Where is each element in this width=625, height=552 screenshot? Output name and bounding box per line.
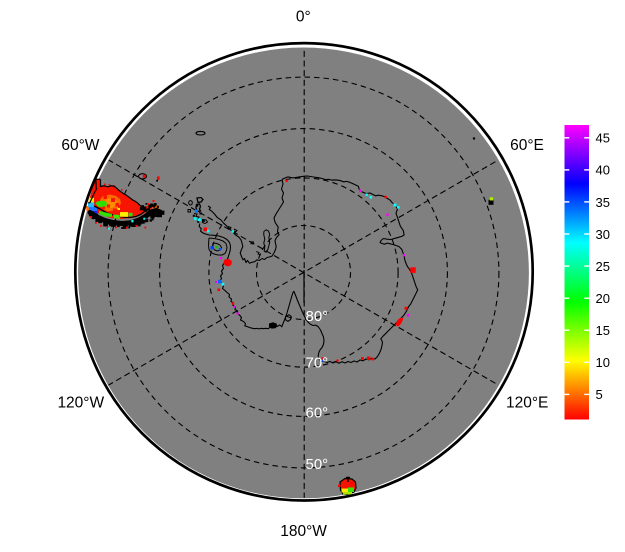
svg-text:20: 20 xyxy=(596,291,610,306)
svg-text:120°E: 120°E xyxy=(506,395,548,412)
svg-text:10: 10 xyxy=(596,355,610,370)
svg-text:35: 35 xyxy=(596,195,610,210)
svg-text:0°: 0° xyxy=(296,9,311,26)
svg-text:60°W: 60°W xyxy=(61,137,99,154)
svg-text:60°: 60° xyxy=(306,405,329,422)
svg-text:60°E: 60°E xyxy=(510,137,544,154)
svg-text:50°: 50° xyxy=(306,456,329,473)
svg-text:80°: 80° xyxy=(306,308,329,325)
svg-text:5: 5 xyxy=(596,387,603,402)
svg-text:40: 40 xyxy=(596,163,610,178)
svg-text:180°W: 180°W xyxy=(280,523,327,540)
svg-text:15: 15 xyxy=(596,323,610,338)
svg-text:120°W: 120°W xyxy=(57,395,104,412)
svg-text:45: 45 xyxy=(596,131,610,146)
svg-text:25: 25 xyxy=(596,259,610,274)
svg-text:70°: 70° xyxy=(306,355,329,372)
svg-text:30: 30 xyxy=(596,227,610,242)
